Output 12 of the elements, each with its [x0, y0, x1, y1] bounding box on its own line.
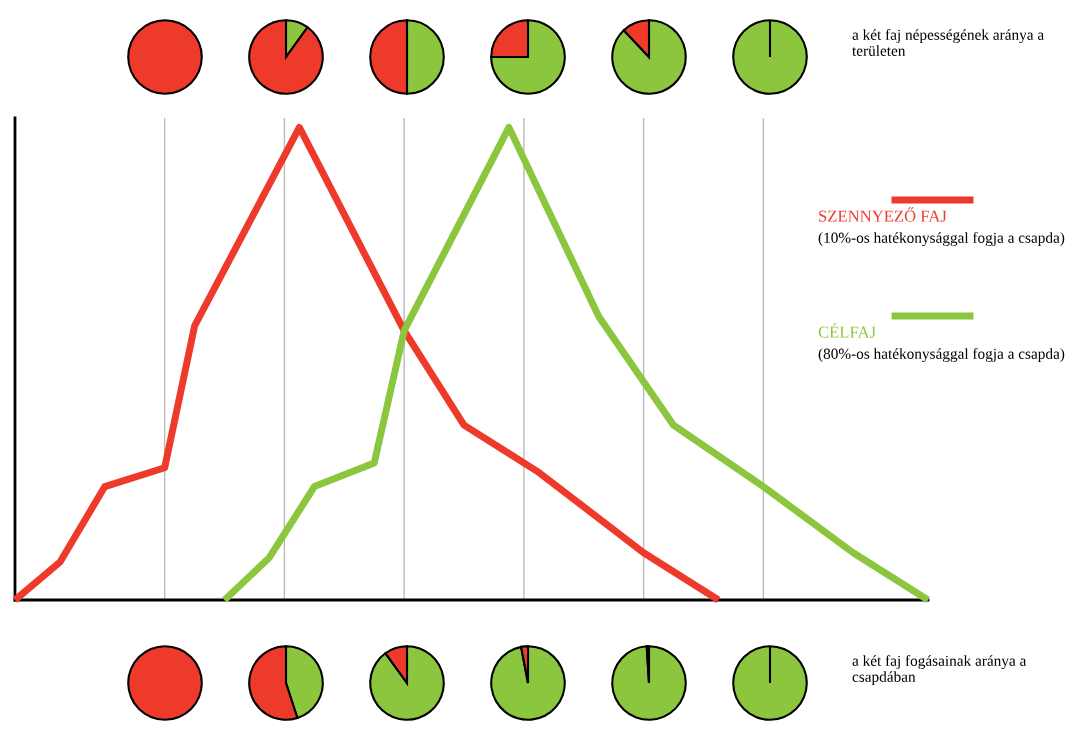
- pie-slice: [248, 19, 324, 95]
- legend-label: SZENNYEZŐ FAJ: [819, 207, 947, 222]
- pie-slice: [490, 645, 566, 721]
- pie-slice: [490, 19, 566, 95]
- text: CÉLFAJ: [818, 323, 876, 338]
- pie-slice: [369, 645, 445, 721]
- annotation: (10%-os hatékonysággal fogja a csapda): [818, 232, 1065, 247]
- pie-slice: [611, 645, 687, 721]
- text: a két faj fogásainak aránya a csapdában: [852, 655, 1027, 686]
- text: a két faj népességének aránya a területen: [852, 29, 1044, 56]
- pie-slice: [611, 19, 687, 95]
- annotation: (80%-os hatékonysággal fogja a csapda): [818, 348, 1065, 363]
